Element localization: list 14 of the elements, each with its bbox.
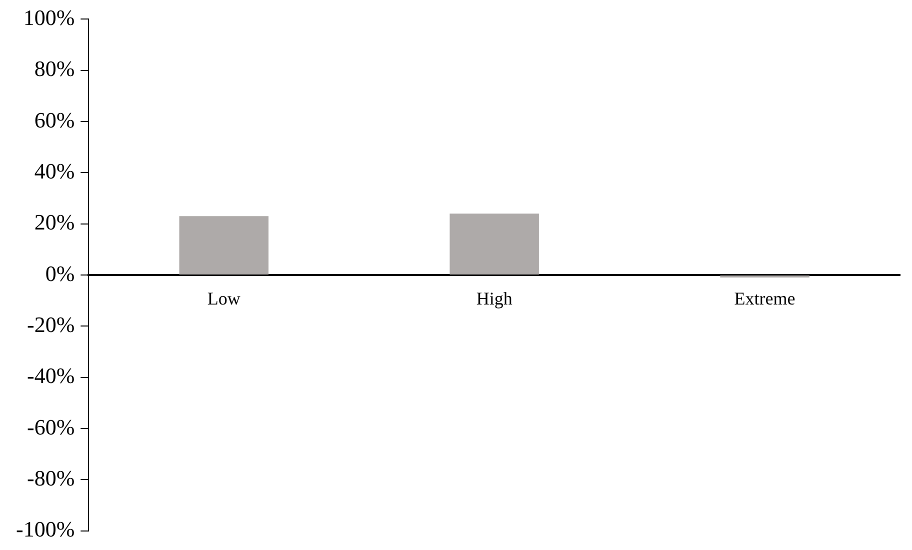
y-tick-label: -20% xyxy=(26,312,75,337)
y-tick-label: 100% xyxy=(23,4,75,30)
x-tick-label: Low xyxy=(207,288,240,309)
y-tick-label: -60% xyxy=(26,414,75,440)
y-tick-label: -40% xyxy=(26,363,75,388)
y-tick-label: 20% xyxy=(34,210,75,235)
x-tick-label: Extreme xyxy=(734,288,796,309)
y-tick-label: 80% xyxy=(34,56,75,82)
y-tick-label: -80% xyxy=(26,465,75,490)
y-tick-label: 60% xyxy=(34,107,75,132)
x-tick-label: High xyxy=(476,288,512,309)
y-tick-label: -100% xyxy=(16,516,75,542)
y-tick-label: 40% xyxy=(34,158,75,184)
y-tick-label: 0% xyxy=(45,260,75,286)
